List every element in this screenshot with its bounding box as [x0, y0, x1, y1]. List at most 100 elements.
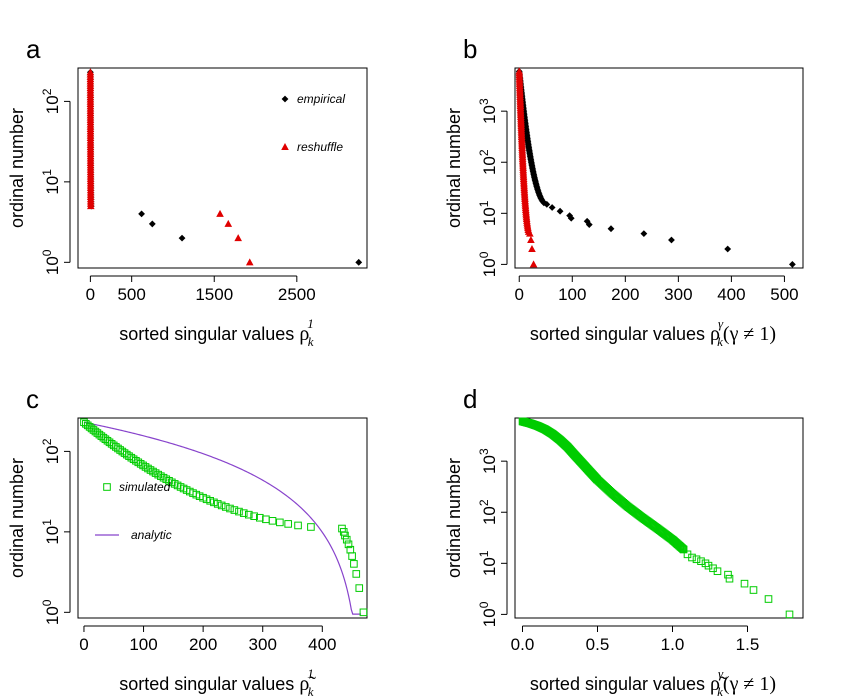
simulated-point	[679, 545, 688, 554]
simulated-point	[217, 501, 226, 510]
x-tick-label: 0	[515, 285, 524, 304]
reshuffle-point	[527, 236, 535, 244]
simulated-point	[235, 507, 243, 516]
y-tick-label: 102	[477, 149, 499, 175]
y-tick-exponent: 0	[477, 601, 491, 608]
y-tick-exponent: 2	[477, 149, 491, 156]
plot-frame	[514, 67, 804, 269]
x-axis-title-text: sorted singular values	[119, 674, 299, 694]
x-tick-label: 200	[611, 285, 639, 304]
x-axis-title-text: sorted singular values	[530, 674, 710, 694]
reshuffle-point	[515, 67, 524, 75]
y-tick-label: 101	[40, 519, 62, 545]
simulated-point	[709, 564, 717, 573]
x-axis-subscript: k	[717, 334, 723, 349]
x-tick-label: 1.0	[661, 635, 685, 654]
x-tick-label: 0	[86, 285, 95, 304]
y-tick-label: 100	[40, 599, 62, 625]
simulated-point	[230, 506, 239, 514]
simulated-point	[294, 521, 302, 530]
simulated-point	[307, 523, 315, 531]
y-tick-label: 102	[477, 499, 499, 525]
reshuffle-point	[86, 68, 95, 76]
legend-marker	[281, 143, 289, 150]
legend-marker	[281, 95, 289, 103]
empirical-point	[583, 217, 591, 225]
y-axis-title: ordinal number	[7, 108, 27, 228]
panel-label: a	[26, 34, 41, 64]
y-tick-exponent: 2	[40, 438, 54, 445]
empirical-point	[585, 221, 593, 229]
empirical-point	[566, 212, 574, 220]
empirical-point	[138, 210, 145, 218]
simulated-point	[785, 610, 794, 619]
y-tick-label: 100	[40, 249, 62, 275]
reshuffle-point	[245, 258, 254, 266]
simulated-point	[740, 579, 749, 588]
simulated-point	[348, 552, 356, 560]
x-axis-suffix: (γ ≠ 1)	[723, 323, 776, 345]
simulated-point	[250, 512, 258, 521]
x-axis-subscript: k	[308, 684, 314, 699]
simulated-point	[749, 586, 758, 594]
y-tick-label: 101	[477, 200, 499, 226]
empirical-point	[640, 230, 648, 238]
y-tick-label: 100	[477, 601, 499, 627]
y-tick-label: 101	[477, 550, 499, 576]
y-tick-exponent: 0	[40, 249, 54, 256]
legend-label: analytic	[131, 528, 172, 542]
x-axis-symbol: ρ	[299, 323, 309, 345]
y-tick-label: 103	[477, 448, 499, 474]
x-tick-label: 500	[117, 285, 145, 304]
analytic-curve	[83, 421, 362, 615]
panel-label: d	[463, 384, 477, 414]
y-tick-exponent: 0	[40, 599, 54, 606]
simulated-point	[262, 515, 270, 524]
x-tick-label: 1.5	[736, 635, 760, 654]
legend-label: reshuffle	[297, 140, 343, 154]
legend-label: simulated	[119, 480, 171, 494]
x-axis-superscript: 1	[307, 316, 314, 331]
x-tick-label: 100	[558, 285, 586, 304]
simulated-point	[359, 608, 368, 617]
y-tick-exponent: 2	[477, 499, 491, 506]
x-axis-title: sorted singular values ρ̃γ k(γ ≠ 1)	[530, 666, 776, 699]
simulated-point	[338, 524, 346, 533]
reshuffle-point	[528, 245, 536, 253]
x-tick-label: 1500	[195, 285, 233, 304]
y-axis-title: ordinal number	[7, 458, 27, 578]
y-tick-exponent: 1	[477, 200, 491, 207]
reshuffle-point	[216, 209, 224, 217]
reshuffle-point	[224, 219, 233, 227]
series-reshuffle	[515, 67, 538, 268]
x-tick-label: 300	[249, 635, 277, 654]
y-tick-exponent: 1	[40, 519, 54, 526]
x-axis-symbol: ρ	[710, 323, 720, 345]
empirical-point	[724, 245, 732, 253]
y-tick-exponent: 1	[477, 550, 491, 557]
simulated-point	[724, 570, 732, 579]
reshuffle-point	[529, 260, 538, 268]
simulated-point	[255, 513, 264, 522]
x-axis-title: sorted singular values ρ̃1 k	[119, 666, 316, 699]
series-reshuffle	[86, 68, 254, 266]
simulated-point	[82, 420, 90, 428]
x-axis-superscript: γ	[718, 666, 724, 681]
simulated-point	[701, 559, 710, 568]
x-tick-label: 0.5	[586, 635, 610, 654]
x-tick-label: 400	[717, 285, 745, 304]
simulated-point	[725, 574, 734, 583]
empirical-point	[548, 204, 556, 211]
x-axis-superscript: γ	[718, 316, 724, 331]
plot-frame	[77, 67, 368, 269]
series-empirical	[515, 68, 796, 268]
x-axis-suffix: (γ ≠ 1)	[723, 673, 776, 695]
x-tick-label: 500	[770, 285, 798, 304]
empirical-point	[148, 220, 156, 228]
y-tick-exponent: 0	[477, 251, 491, 258]
empirical-point	[668, 236, 675, 244]
x-tick-label: 0.0	[511, 635, 535, 654]
